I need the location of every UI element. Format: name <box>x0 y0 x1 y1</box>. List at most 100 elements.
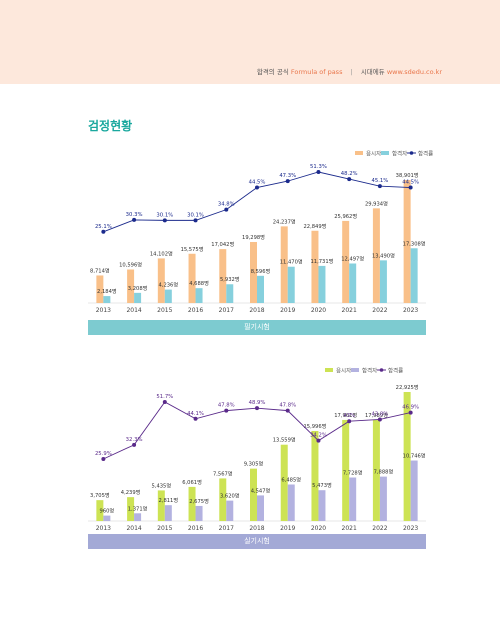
pass-rate-label: 43% <box>343 413 355 419</box>
bar-passers <box>195 505 203 521</box>
x-tick-label: 2023 <box>403 307 418 314</box>
legend-label-1: 합격자 <box>392 150 407 158</box>
bar-applicants <box>127 269 135 303</box>
x-tick-label: 2014 <box>126 525 141 532</box>
bar-applicants <box>280 226 288 303</box>
pass-rate-label: 30.1% <box>187 212 204 218</box>
data-label-passers: 4,547명 <box>251 487 271 494</box>
x-tick-label: 2018 <box>249 525 264 532</box>
written-exam-chart: 응시자 합격자 합격률 8,714명 2,184명 2013 10,596명 3,208명 20… <box>88 150 433 314</box>
data-label-passers: 13,490명 <box>372 252 395 259</box>
pass-rate-point <box>377 417 382 422</box>
pass-rate-label: 47.3% <box>279 173 296 179</box>
data-label-applicants: 5,435명 <box>152 482 172 489</box>
x-tick-label: 2015 <box>157 307 172 314</box>
bar-applicants <box>188 486 196 521</box>
pass-rate-point <box>193 218 198 223</box>
pass-rate-point <box>285 179 290 184</box>
bar-passers <box>287 266 295 303</box>
brand-korean: 합격의 공식 <box>256 68 289 76</box>
data-label-applicants: 17,989명 <box>365 412 388 419</box>
data-label-applicants: 3,705명 <box>90 492 110 499</box>
written-exam-caption: 필기시험 <box>88 320 426 335</box>
bar-passers <box>410 248 418 303</box>
data-label-applicants: 7,567명 <box>213 470 233 477</box>
pass-rate-point <box>285 408 290 413</box>
pass-rate-point <box>162 218 167 223</box>
bar-passers <box>195 288 203 303</box>
data-label-applicants: 38,901명 <box>396 172 419 179</box>
data-label-passers: 11,731명 <box>310 258 333 265</box>
bar-passers <box>103 515 111 521</box>
data-label-applicants: 17,042명 <box>211 241 234 248</box>
data-label-applicants: 4,239명 <box>121 489 141 496</box>
bar-passers <box>134 292 142 303</box>
data-label-passers: 4,688명 <box>189 280 209 287</box>
bar-applicants <box>96 275 104 303</box>
data-label-applicants: 22,849명 <box>303 223 326 230</box>
pass-rate-label: 43.8% <box>371 411 388 417</box>
section-title: 검정현황 <box>88 119 133 133</box>
data-label-passers: 5,473명 <box>312 482 332 489</box>
data-label-applicants: 24,237명 <box>273 218 296 225</box>
data-label-passers: 1,371명 <box>128 505 148 512</box>
data-label-passers: 10,746명 <box>403 453 426 460</box>
bar-passers <box>410 460 418 521</box>
data-label-passers: 2,675명 <box>189 498 209 505</box>
x-tick-label: 2018 <box>249 307 264 314</box>
pass-rate-label: 30.3% <box>126 212 143 218</box>
bar-applicants <box>311 430 319 521</box>
x-tick-label: 2021 <box>342 307 357 314</box>
pass-rate-label: 48.2% <box>341 171 358 177</box>
pass-rate-label: 32.3% <box>126 437 143 443</box>
bar-applicants <box>372 208 380 303</box>
data-label-applicants: 14,102명 <box>150 250 173 257</box>
practical-exam-caption: 실기시험 <box>88 534 426 549</box>
bar-applicants <box>188 253 196 303</box>
legend-swatch-0 <box>355 151 363 155</box>
pass-rate-label: 34.2% <box>310 433 327 439</box>
x-tick-label: 2015 <box>157 525 172 532</box>
data-label-passers: 2,811명 <box>159 497 179 504</box>
bar-applicants <box>311 230 319 303</box>
bar-passers <box>349 477 357 521</box>
data-label-applicants: 10,596명 <box>119 261 142 268</box>
data-label-passers: 3,620명 <box>220 493 240 500</box>
data-label-passers: 12,497명 <box>341 255 364 262</box>
pass-rate-label: 46.9% <box>402 405 419 411</box>
x-tick-label: 2023 <box>403 525 418 532</box>
bar-applicants <box>96 500 104 521</box>
bar-applicants <box>157 258 165 303</box>
x-tick-label: 2013 <box>96 307 111 314</box>
bar-passers <box>226 284 234 303</box>
bar-passers <box>318 265 326 303</box>
data-label-passers: 8,596명 <box>251 268 271 275</box>
x-tick-label: 2019 <box>280 525 295 532</box>
pass-rate-point <box>316 438 321 443</box>
bar-applicants <box>250 468 257 521</box>
publisher-url[interactable]: www.sdedu.co.kr <box>386 68 442 76</box>
bar-passers <box>226 500 234 521</box>
legend-label-2: 합격률 <box>388 367 403 375</box>
data-label-passers: 17,308명 <box>403 240 426 247</box>
pass-rate-label: 51.3% <box>310 164 327 170</box>
data-label-passers: 7,888명 <box>374 469 394 476</box>
pass-rate-point <box>255 406 259 411</box>
pass-rate-label: 47.8% <box>279 403 296 409</box>
pass-rate-point <box>224 408 229 413</box>
data-label-applicants: 8,714명 <box>90 267 110 274</box>
legend-swatch-1 <box>351 368 359 372</box>
legend-swatch-1 <box>381 151 389 155</box>
pass-rate-point <box>162 400 167 404</box>
pass-rate-label: 44.5% <box>249 180 266 186</box>
x-tick-label: 2017 <box>219 307 234 314</box>
bar-applicants <box>342 220 350 303</box>
data-label-passers: 960명 <box>100 508 115 515</box>
bar-applicants <box>157 490 165 521</box>
publisher-name: 시대에듀 <box>360 68 385 76</box>
x-tick-label: 2022 <box>372 525 387 532</box>
pass-rate-label: 47.8% <box>218 403 235 409</box>
legend-marker-2 <box>379 368 384 372</box>
pass-rate-point <box>408 410 413 415</box>
legend-swatch-0 <box>325 368 333 372</box>
